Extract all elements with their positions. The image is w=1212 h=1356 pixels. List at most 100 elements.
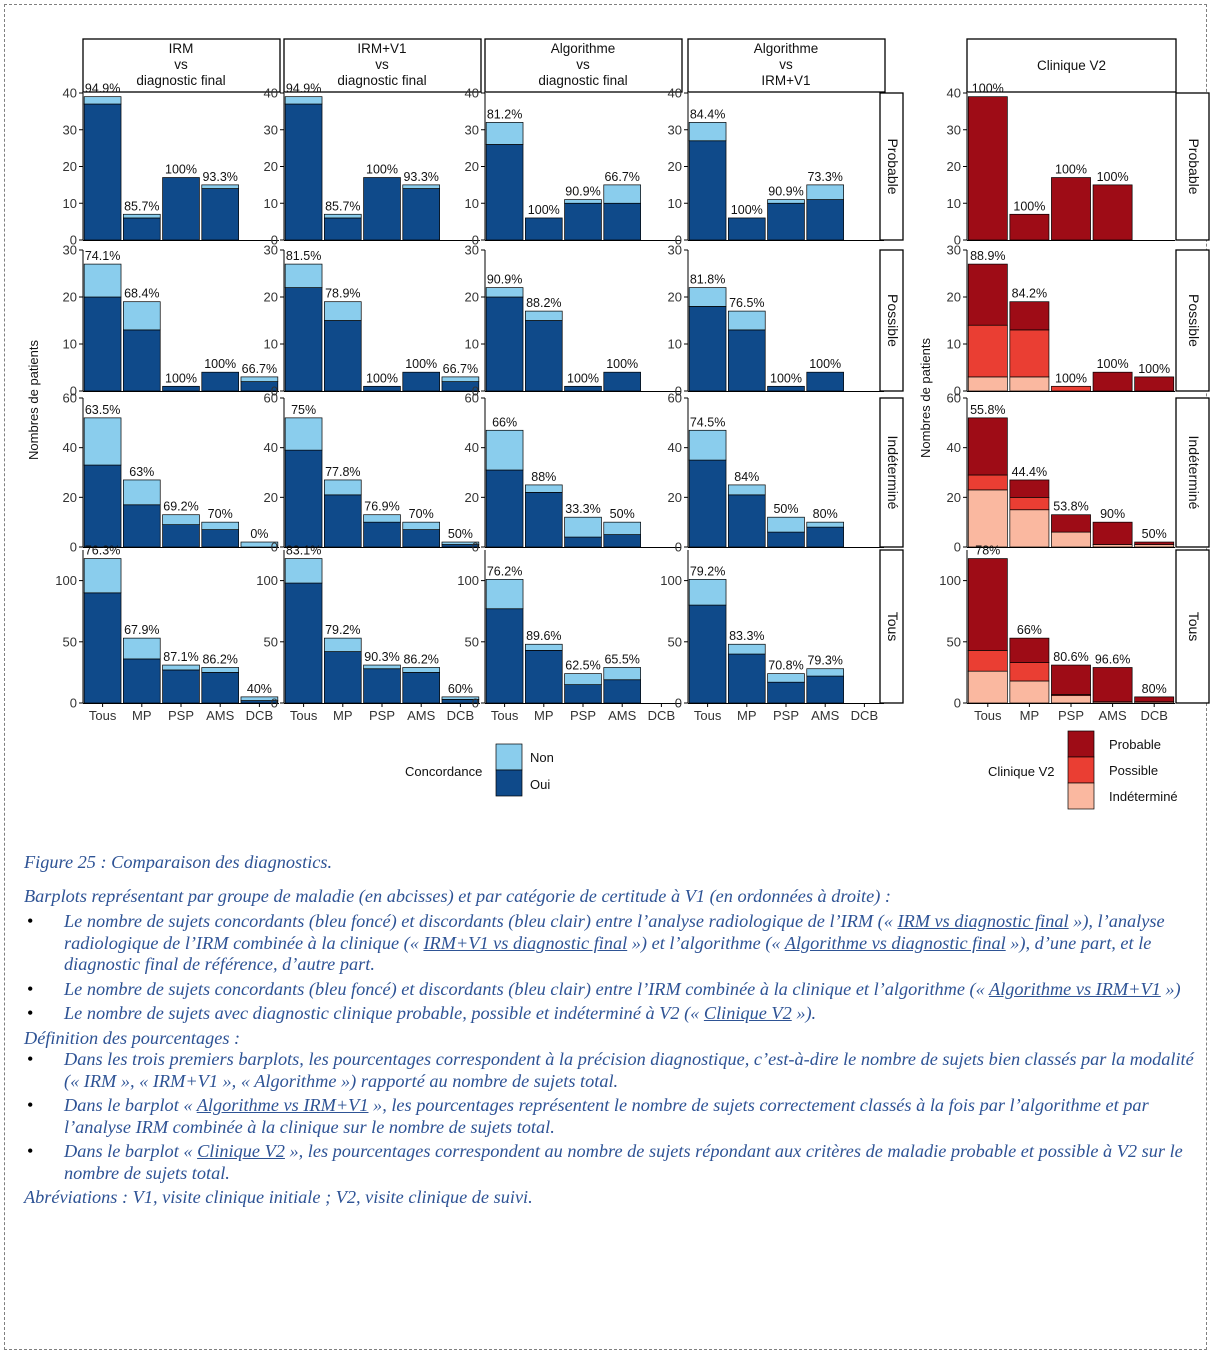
y-tick-label: 10 <box>465 196 479 211</box>
y-tick-label: 20 <box>465 290 479 305</box>
bar-segment-non <box>485 287 524 298</box>
bar-segment-non <box>806 184 844 200</box>
row-strip-label: Tous <box>885 612 901 642</box>
y-tick-label: 100 <box>256 573 278 588</box>
bar-segment-oui <box>324 494 362 548</box>
data-label: 80% <box>813 507 838 521</box>
bar-segment-indetermine <box>1092 544 1133 548</box>
bar-segment-non <box>324 637 362 652</box>
bar-segment-non <box>728 484 766 496</box>
bar-segment-oui <box>767 385 805 392</box>
x-tick-label: Tous <box>694 708 722 723</box>
bar-segment-non <box>240 376 279 382</box>
y-tick-label: 0 <box>954 540 961 555</box>
y-tick-label: 0 <box>472 233 479 248</box>
data-label: 63% <box>129 465 154 479</box>
y-tick-label: 30 <box>668 243 682 258</box>
caption-intro: Barplots représentant par groupe de mala… <box>24 885 891 906</box>
bullet-icon: • <box>27 1049 34 1069</box>
legend-title: Concordance <box>405 764 482 779</box>
data-label: 83.3% <box>729 629 764 643</box>
data-label: 83.1% <box>286 544 321 558</box>
bar-segment-non <box>284 558 323 584</box>
facet-title-line: diagnostic final <box>538 73 627 88</box>
x-tick-label: MP <box>132 708 152 723</box>
caption-abbreviations: Abréviations : V1, visite clinique initi… <box>24 1187 533 1207</box>
bar-segment-oui <box>564 536 602 548</box>
data-label: 90.9% <box>768 185 803 199</box>
facet-title-line: diagnostic final <box>136 73 225 88</box>
y-tick-label: 40 <box>947 440 961 455</box>
bar-segment-non <box>123 479 161 506</box>
data-label: 100% <box>204 357 236 371</box>
bar-segment-non <box>201 521 239 530</box>
y-tick-label: 20 <box>947 159 961 174</box>
bar-segment-probable <box>1092 521 1133 545</box>
data-label: 100% <box>1097 357 1129 371</box>
x-tick-label: AMS <box>1099 708 1128 723</box>
bar-segment-oui <box>402 672 440 704</box>
data-label: 100% <box>606 357 638 371</box>
y-tick-label: 40 <box>947 86 961 101</box>
bar-segment-non <box>767 199 805 204</box>
data-label: 53.8% <box>1053 500 1088 514</box>
x-tick-label: Tous <box>974 708 1002 723</box>
y-tick-label: 20 <box>947 290 961 305</box>
legend-item: Oui <box>530 777 550 792</box>
bar-segment-oui <box>402 188 440 241</box>
data-label: 78% <box>975 544 1000 558</box>
data-label: 90.3% <box>364 650 399 664</box>
facet-title-line: IRM+V1 <box>357 41 406 56</box>
bar-segment-non <box>485 122 524 145</box>
facet-title-line: Algorithme <box>754 41 819 56</box>
y-tick-label: 30 <box>465 122 479 137</box>
bar-segment-oui <box>688 140 727 241</box>
data-label: 90% <box>1100 507 1125 521</box>
data-label: 100% <box>1055 371 1087 385</box>
data-label: 77.8% <box>325 465 360 479</box>
bar-segment-oui <box>525 650 563 704</box>
data-label: 68.4% <box>124 287 159 301</box>
data-label: 100% <box>366 163 398 177</box>
caption-bullet: • Le nombre de sujets concordants (bleu f… <box>24 979 1194 1001</box>
data-label: 94.9% <box>85 82 120 96</box>
data-label: 50% <box>773 502 798 516</box>
bar-segment-oui <box>564 202 602 241</box>
bar-segment-non <box>201 667 239 673</box>
y-tick-label: 10 <box>465 337 479 352</box>
bar-segment-indetermine <box>1009 680 1050 704</box>
bar-segment-possible <box>1009 329 1050 378</box>
bar-segment-oui <box>767 681 805 704</box>
y-tick-label: 30 <box>465 243 479 258</box>
bar-segment-possible <box>967 474 1008 491</box>
facet-title-box <box>687 38 886 93</box>
y-tick-label: 100 <box>660 573 682 588</box>
y-tick-label: 30 <box>947 243 961 258</box>
caption-text: »). <box>791 1003 817 1023</box>
legend-swatch-indetermine <box>1067 782 1095 810</box>
bar-segment-oui <box>123 217 161 241</box>
caption-ref: Algorithme vs IRM+V1 <box>196 1095 369 1115</box>
bar-segment-probable <box>1051 514 1091 533</box>
bar-segment-indetermine <box>1051 695 1091 704</box>
bar-segment-non <box>162 664 200 671</box>
data-label: 85.7% <box>124 199 159 213</box>
caption-ref: Clinique V2 <box>197 1141 285 1161</box>
bar-segment-probable <box>1009 301 1050 331</box>
bar-segment-non <box>284 417 323 451</box>
facet-title-box <box>82 38 281 93</box>
x-tick-label: AMS <box>206 708 235 723</box>
legend-item: Non <box>530 750 554 765</box>
y-tick-label: 10 <box>264 196 278 211</box>
data-label: 100% <box>1055 163 1087 177</box>
bar-segment-oui <box>525 217 563 241</box>
data-label: 100% <box>809 357 841 371</box>
bar-segment-oui <box>284 103 323 241</box>
y-tick-label: 50 <box>668 634 682 649</box>
x-tick-label: AMS <box>608 708 637 723</box>
y-tick-label: 20 <box>668 490 682 505</box>
bar-segment-non <box>525 643 563 651</box>
y-tick-label: 40 <box>63 440 77 455</box>
bar-segment-oui <box>324 651 362 704</box>
facet-title-line: vs <box>779 57 793 72</box>
